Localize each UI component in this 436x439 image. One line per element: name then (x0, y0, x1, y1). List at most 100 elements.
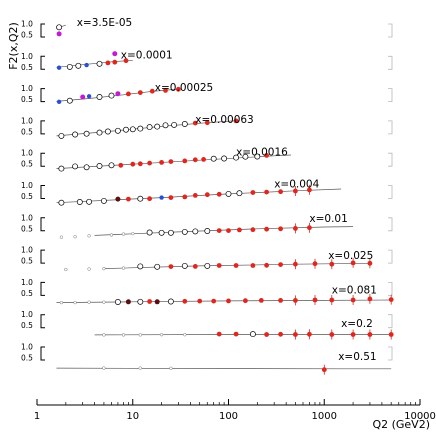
data-point (59, 235, 64, 239)
x-ticks: 1 10 100 1000 10000 (34, 399, 436, 422)
panel-right-bracket (388, 314, 393, 329)
y-axis-label: F2(x,Q2) (7, 22, 20, 70)
data-point (233, 263, 239, 268)
data-point (181, 228, 188, 235)
data-point (183, 333, 187, 337)
data-point (216, 263, 222, 268)
data-point (182, 298, 188, 304)
data-point (264, 189, 269, 195)
data-point (254, 153, 261, 160)
panel-left-bracket (40, 249, 45, 264)
data-point (56, 24, 63, 31)
data-point (216, 228, 222, 234)
panel-left-bracket (40, 346, 45, 361)
panel-x=0.01: 1.0 0.5 x=0.01 (21, 213, 393, 239)
panel-tick-label: 0.5 (21, 192, 33, 201)
data-point (96, 129, 103, 136)
fit-curve (56, 367, 392, 370)
fit-curve (56, 299, 392, 303)
data-point (264, 262, 269, 268)
fit-curve (56, 188, 342, 204)
data-point (168, 159, 174, 165)
bin-label: x=0.51 (338, 351, 376, 363)
data-point (278, 189, 283, 195)
panel-tick-label: 0.5 (21, 160, 33, 169)
x-tick-label: 1 (34, 411, 40, 422)
panel-left-bracket (40, 55, 45, 70)
data-point (146, 229, 153, 236)
panel-right-bracket (388, 55, 393, 70)
panel-left-bracket (40, 120, 45, 135)
bin-label: x=0.0001 (121, 50, 173, 62)
x-axis: 1 10 100 1000 10000 (34, 399, 436, 422)
panel-tick-label: 0.5 (21, 127, 33, 136)
data-point (154, 299, 160, 305)
data-point (125, 299, 131, 305)
data-point (59, 300, 64, 305)
panel-right-bracket (388, 217, 393, 232)
data-point (87, 267, 91, 271)
data-point (115, 91, 121, 97)
data-point (86, 94, 92, 99)
data-point (192, 264, 198, 269)
data-point (154, 263, 161, 270)
data-point (75, 62, 82, 69)
data-point (102, 300, 106, 304)
data-point (159, 160, 165, 165)
data-point (137, 125, 144, 132)
data-point (192, 228, 199, 235)
data-point (264, 226, 269, 232)
data-point (105, 60, 111, 66)
data-point (236, 190, 243, 197)
data-point (137, 90, 143, 95)
panel-tick-label: 1.0 (21, 246, 33, 255)
data-point (201, 157, 207, 162)
panel-left-bracket (40, 281, 45, 296)
data-point (147, 299, 153, 304)
data-point (87, 300, 91, 304)
data-point (242, 153, 249, 160)
bin-label: x=0.2 (341, 318, 373, 330)
data-point (87, 234, 91, 238)
data-point (163, 88, 168, 93)
data-point (108, 92, 115, 99)
data-point (264, 153, 269, 158)
data-point (66, 97, 73, 104)
panel-tick-label: 1.0 (21, 116, 33, 125)
panel-tick-label: 1.0 (21, 52, 33, 61)
data-point (149, 88, 155, 94)
data-point (80, 94, 86, 100)
data-point (278, 331, 283, 337)
bin-label: x=0.00063 (195, 114, 253, 126)
data-point (58, 165, 65, 172)
panel-x=0.2: 1.0 0.5 x=0.2 (21, 310, 394, 340)
panel-x=0.025: 1.0 0.5 x=0.025 (21, 246, 393, 272)
data-point (182, 194, 188, 200)
data-point (216, 331, 222, 337)
data-point (154, 123, 161, 130)
panel-x=0.0001: 1.0 0.5 x=0.0001 (21, 50, 393, 72)
bin-label: x=0.00025 (155, 82, 213, 94)
data-point (73, 300, 77, 305)
data-point (83, 130, 90, 137)
panel-x=0.51: 1.0 0.5 x=0.51 (21, 343, 393, 375)
panel-x=0.00063: 1.0 0.5 x=0.00063 (21, 114, 393, 139)
data-point (108, 162, 115, 169)
data-point (64, 267, 68, 272)
panel-left-bracket (40, 314, 45, 329)
data-point (83, 164, 90, 171)
panel-right-bracket (388, 120, 393, 135)
panel-tick-label: 1.0 (21, 149, 33, 158)
data-point (243, 298, 248, 304)
data-point (237, 227, 242, 233)
panel-right-bracket (388, 346, 393, 361)
data-point (210, 155, 217, 162)
panel-x=0.081: 1.0 0.5 x=0.081 (21, 278, 394, 306)
panel-left-bracket (40, 23, 45, 38)
panel-tick-label: 0.5 (21, 95, 33, 104)
data-point (147, 160, 153, 166)
data-point (192, 193, 198, 198)
data-point (250, 190, 256, 195)
data-point (197, 298, 203, 304)
